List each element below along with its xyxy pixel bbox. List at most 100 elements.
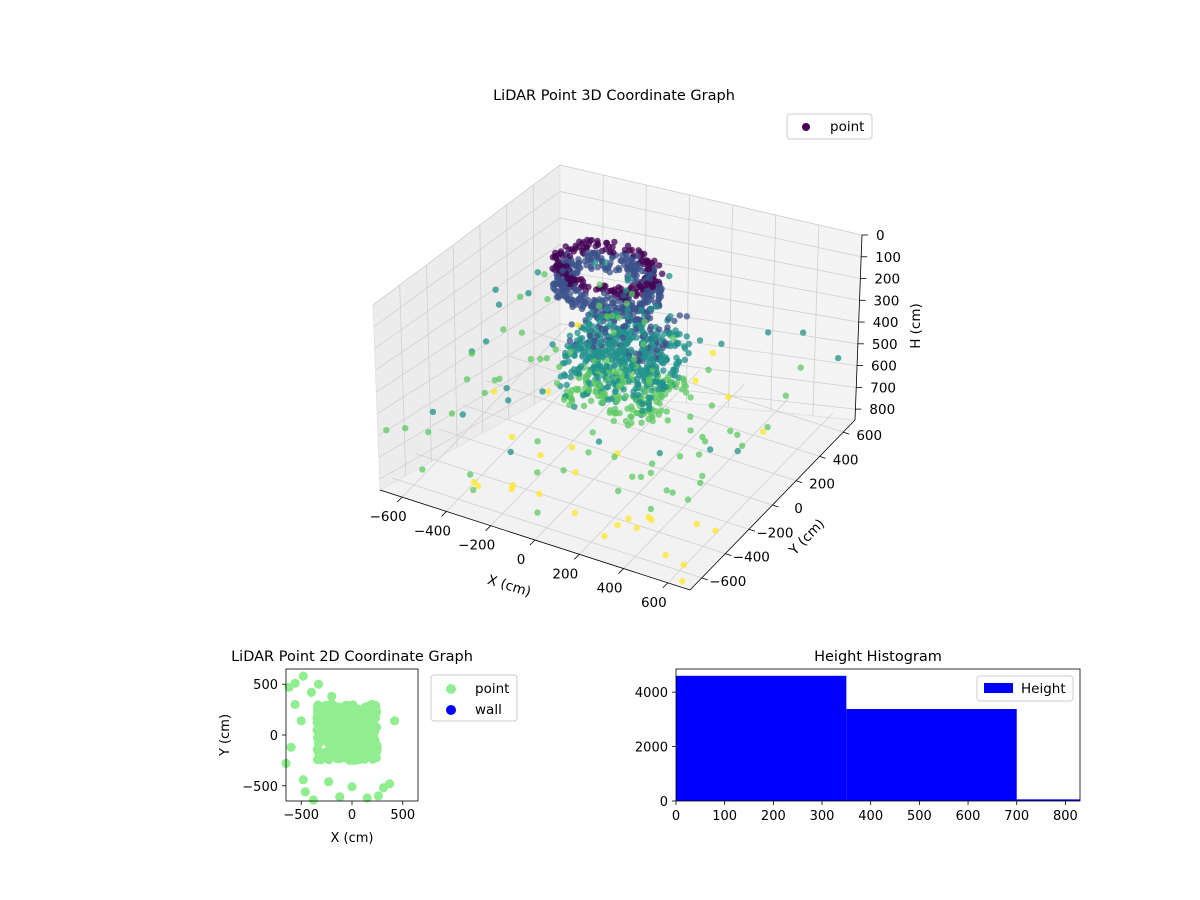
point-3d: [682, 389, 690, 396]
point-3d: [419, 466, 426, 473]
grid-h-wall: [373, 191, 862, 328]
point-3d: [589, 429, 596, 436]
point-3d: [764, 423, 771, 431]
point-3d: [571, 352, 578, 359]
point-3d: [734, 447, 741, 455]
point-3d: [516, 293, 524, 300]
ticks-2d: −500 0 500 −500 0 500: [242, 678, 415, 823]
point-3d: [621, 358, 628, 365]
point-3d: [611, 453, 618, 460]
point-3d: [632, 316, 639, 323]
legend-2d-label-point: point: [475, 681, 509, 697]
point-3d: [725, 393, 732, 400]
point-3d: [647, 469, 655, 477]
point-3d: [568, 321, 575, 328]
point-3d: [568, 246, 575, 253]
tick-label-x-hist: 300: [810, 809, 835, 824]
point-3d: [624, 277, 632, 284]
point-3d: [580, 244, 587, 252]
point-2d-outlier: [298, 775, 308, 785]
point-3d: [569, 444, 576, 451]
point-3d: [572, 369, 579, 376]
tick-x: [662, 582, 669, 589]
tick-label-y-2d: 0: [270, 729, 278, 744]
point-3d: [585, 387, 593, 394]
point-3d: [576, 295, 583, 302]
point-2d-outlier: [313, 679, 324, 689]
point-3d: [671, 372, 679, 379]
point-3d: [647, 296, 654, 303]
point-3d: [643, 370, 650, 377]
tick-label-h: 300: [874, 293, 900, 309]
point-3d: [625, 337, 632, 344]
point-2d: [355, 726, 366, 736]
point-3d: [598, 367, 606, 374]
point-3d: [603, 347, 610, 354]
tick-label-y-hist: 2000: [635, 741, 668, 756]
point-3d: [705, 366, 712, 373]
point-3d: [596, 296, 603, 303]
point-3d: [602, 282, 609, 290]
legend-3d[interactable]: point: [786, 113, 873, 140]
legend-2d[interactable]: point wall: [430, 674, 518, 722]
point-3d: [576, 238, 583, 245]
point-3d: [590, 249, 597, 257]
point-3d: [641, 347, 648, 354]
point-3d: [639, 257, 646, 264]
point-3d: [585, 283, 592, 291]
z-axis-line: [854, 234, 863, 421]
point-3d: [590, 344, 597, 351]
point-2d: [329, 718, 339, 728]
tick-label-h: 100: [875, 250, 901, 266]
tick-label-x: 200: [552, 566, 578, 582]
point-3d: [562, 257, 569, 264]
point-3d: [667, 342, 674, 350]
point-3d: [585, 355, 592, 362]
point-3d: [701, 438, 709, 445]
point-3d: [641, 331, 649, 338]
point-3d: [692, 377, 699, 384]
point-3d: [549, 281, 557, 288]
point-3d: [580, 402, 588, 410]
point-3d: [683, 333, 690, 340]
point-3d: [687, 413, 694, 420]
point-3d: [627, 413, 634, 420]
point-3d: [634, 252, 642, 260]
point-3d: [676, 453, 684, 460]
grid-v-left-wall: [479, 224, 484, 433]
chart-2d: LiDAR Point 2D Coordinate Graph −500 0 500…: [218, 649, 518, 846]
point-3d: [658, 352, 666, 359]
point-3d: [467, 471, 474, 478]
legend-histogram[interactable]: Height: [976, 675, 1074, 702]
legend-2d-marker-point: [446, 684, 456, 694]
point-3d: [560, 467, 567, 474]
z-axis-label-3d: H (cm): [908, 303, 924, 349]
point-2d-outlier: [373, 791, 383, 801]
point-3d: [608, 287, 615, 294]
point-3d: [624, 405, 631, 412]
point-3d: [585, 241, 592, 248]
point-3d: [614, 368, 621, 376]
point-3d: [654, 379, 661, 386]
point-3d: [579, 351, 586, 358]
point-3d: [656, 400, 663, 407]
point-3d: [552, 346, 559, 353]
point-3d: [596, 316, 603, 324]
point-3d: [662, 551, 669, 559]
tick-label-x: −400: [414, 523, 451, 539]
point-2d: [343, 712, 353, 722]
point-3d: [638, 419, 645, 426]
point-3d: [667, 329, 674, 336]
grid-h-wall: [377, 323, 858, 436]
point-3d: [579, 392, 587, 399]
tick-label-x-2d: 500: [390, 808, 415, 823]
point-3d: [589, 300, 596, 308]
point-3d: [633, 272, 640, 279]
point-2d-outlier: [327, 691, 337, 702]
point-3d: [625, 515, 632, 522]
point-3d: [610, 380, 617, 387]
point-2d: [323, 723, 333, 733]
point-3d: [679, 578, 686, 585]
point-3d: [566, 337, 574, 345]
point-3d: [615, 395, 622, 402]
